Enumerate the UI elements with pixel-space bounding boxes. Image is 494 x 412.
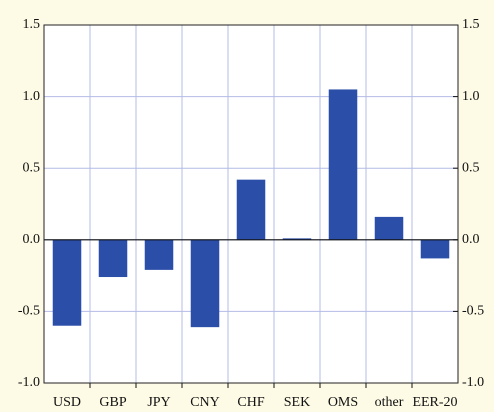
bar: [420, 239, 450, 259]
x-tick-label: EER-20: [412, 395, 457, 410]
y-tick-label: -1.0: [18, 375, 40, 390]
y-tick-label: -0.5: [18, 304, 40, 319]
bar: [144, 239, 174, 270]
y-tick-label: 0.0: [23, 232, 41, 247]
y2-tick-label: -1.0: [462, 375, 484, 390]
bar: [190, 239, 220, 328]
y2-tick-label: -0.5: [462, 304, 484, 319]
x-tick-label: USD: [53, 395, 81, 410]
bar: [98, 239, 128, 278]
plot-border: [43, 24, 459, 384]
y2-tick-label: 1.5: [462, 17, 480, 32]
y-tick-label: 0.5: [23, 160, 41, 175]
y2-tick-label: 0.5: [462, 160, 480, 175]
bar: [374, 216, 404, 240]
x-tick-label: OMS: [328, 395, 358, 410]
x-tick-label: JPY: [147, 395, 170, 410]
y2-tick-label: 1.0: [462, 89, 480, 104]
y-tick-label: 1.5: [23, 17, 41, 32]
bar: [328, 89, 358, 240]
x-tick-label: CHF: [237, 395, 264, 410]
bar: [52, 239, 82, 326]
bar: [236, 179, 266, 240]
x-tick-label: CNY: [190, 395, 220, 410]
x-tick-label: other: [375, 395, 404, 410]
x-tick-label: SEK: [284, 395, 310, 410]
y2-tick-label: 0.0: [462, 232, 480, 247]
bar: [282, 238, 312, 240]
y-tick-label: 1.0: [23, 89, 41, 104]
x-tick-label: GBP: [99, 395, 126, 410]
